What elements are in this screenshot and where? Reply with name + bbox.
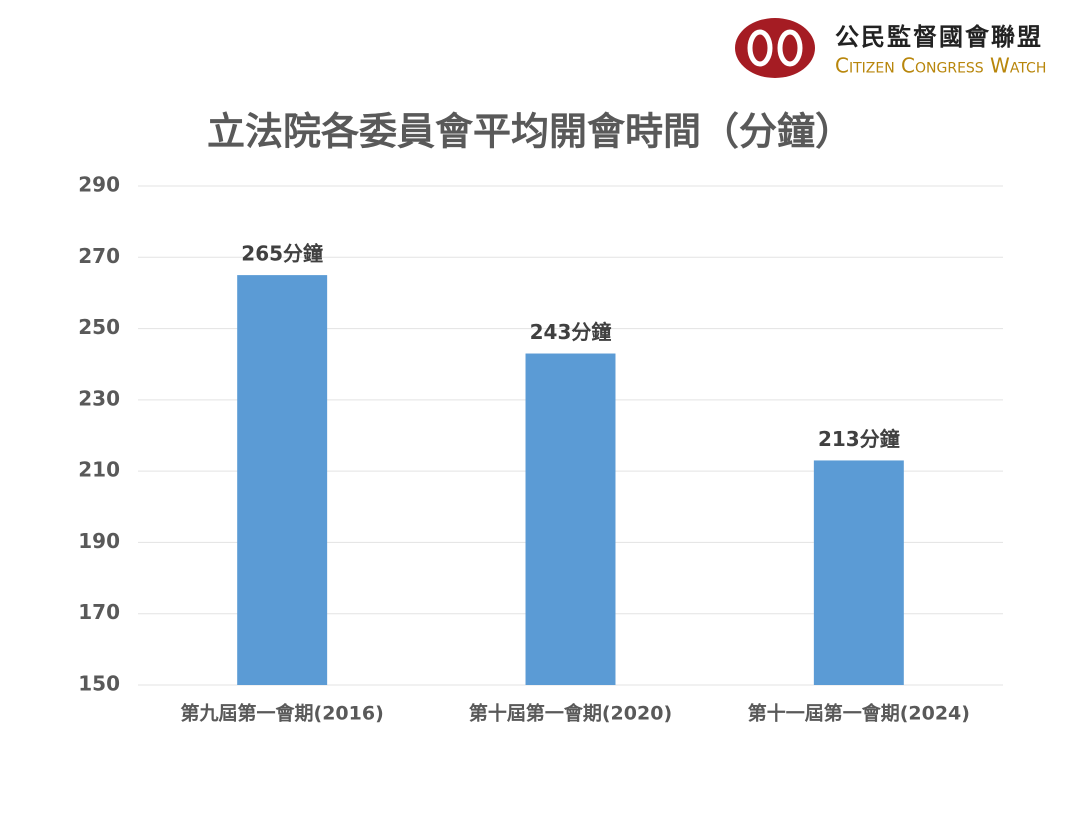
value-label: 213分鐘: [818, 427, 900, 451]
logo-name-zh: 公民監督國會聯盟: [835, 23, 1043, 51]
logo-name-en: Citizen Congress Watch: [835, 54, 1046, 78]
logo-mark: [747, 29, 773, 67]
y-tick-label: 230: [78, 386, 120, 410]
value-label: 265分鐘: [241, 242, 323, 266]
y-tick-label: 170: [78, 600, 120, 624]
logo: 公民監督國會聯盟 Citizen Congress Watch: [735, 18, 1046, 78]
chart-title: 立法院各委員會平均開會時間（分鐘）: [207, 110, 853, 154]
logo-mark: [777, 29, 803, 67]
y-tick-label: 270: [78, 244, 120, 268]
bar: [525, 353, 616, 685]
y-tick-label: 190: [78, 529, 120, 553]
value-label: 243分鐘: [530, 320, 612, 344]
y-tick-label: 290: [78, 173, 120, 197]
y-tick-label: 210: [78, 458, 120, 482]
y-tick-label: 150: [78, 672, 120, 696]
bar: [813, 460, 904, 685]
logo-mark: [735, 18, 815, 78]
x-tick-label: 第十屆第一會期(2020): [469, 702, 672, 725]
x-tick-label: 第九屆第一會期(2016): [181, 702, 384, 725]
bar: [237, 275, 328, 685]
x-tick-label: 第十一屆第一會期(2024): [748, 702, 970, 725]
y-tick-label: 250: [78, 315, 120, 339]
